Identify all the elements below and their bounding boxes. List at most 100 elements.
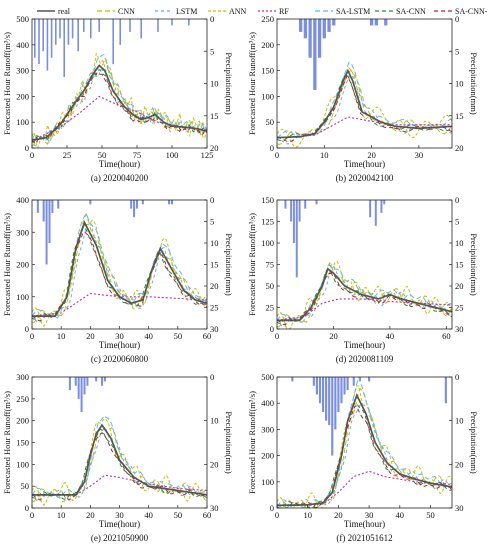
precip-bar — [129, 19, 131, 32]
precip-bar — [298, 19, 303, 32]
precip-bar — [291, 377, 294, 382]
series-real — [277, 267, 452, 322]
y2-tick-label: 25 — [455, 303, 464, 313]
y-tick-label: 100 — [16, 459, 29, 469]
precip-bar — [50, 19, 53, 58]
precip-bar — [315, 377, 318, 395]
precip-bar — [63, 19, 65, 78]
x-tick-label: 25 — [63, 150, 72, 160]
x-axis-label: Time(hour) — [344, 340, 385, 350]
precip-bar — [380, 200, 383, 213]
x-tick-label: 50 — [426, 510, 435, 520]
y2-tick-label: 10 — [455, 238, 464, 248]
y2-tick-label: 5 — [455, 46, 459, 56]
y2-tick-label: 15 — [210, 260, 219, 270]
precip-bar — [303, 19, 308, 39]
series-ann — [32, 418, 207, 506]
precip-bar — [308, 19, 312, 58]
series-sacnn — [277, 268, 452, 324]
series-salstm — [32, 415, 207, 499]
x-tick-label: 0 — [275, 150, 279, 160]
precip-bar — [334, 377, 337, 430]
y-tick-label: 200 — [16, 416, 29, 426]
precip-bar — [343, 377, 346, 395]
series-cnn — [277, 388, 452, 508]
series-cnn — [32, 213, 207, 324]
y-tick-label: 100 — [261, 238, 274, 248]
y2-tick-label: 20 — [455, 281, 464, 291]
precip-bar — [284, 200, 287, 209]
series-cnn — [32, 57, 207, 147]
panel-caption: (e) 2021050900 — [91, 533, 149, 543]
x-tick-label: 40 — [144, 510, 153, 520]
x-tick-label: 60 — [442, 331, 451, 341]
y-axis-label: Forecasted Hour Runoff(m³/s) — [2, 32, 12, 135]
y-tick-label: 300 — [16, 372, 29, 382]
precip-bar — [95, 377, 98, 382]
panel-3: 0 20 40 60 0 25 50 75 100 125 150 0 5 10 15 20 25 30 Time(… — [247, 195, 479, 364]
precip-bar — [290, 200, 293, 222]
series-cnn — [32, 427, 207, 503]
series-lstm — [277, 402, 452, 508]
y-tick-label: 200 — [261, 40, 274, 50]
series-sacnnlstm — [277, 405, 452, 508]
y2-tick-label: 20 — [455, 459, 464, 469]
x-tick-label: 30 — [115, 331, 124, 341]
legend-label-6: SA-CNN — [396, 7, 426, 16]
series-rf — [277, 470, 452, 506]
y2-tick-label: 20 — [455, 143, 464, 153]
legend: real CNN LSTM ANN RF SA-LSTM SA-CNN SA-CNN-LSTM — [37, 7, 487, 16]
precip-bar — [119, 19, 121, 45]
series-ann — [32, 52, 207, 148]
x-axis-label: Time(hour) — [99, 159, 140, 169]
precip-bar — [346, 377, 349, 391]
y-tick-label: 300 — [16, 227, 29, 237]
precip-bar — [374, 200, 377, 226]
x-tick-label: 20 — [329, 331, 338, 341]
x-tick-label: 20 — [367, 150, 376, 160]
precip-bar — [103, 377, 106, 382]
precip-bar — [444, 377, 447, 404]
precip-bar — [292, 200, 295, 243]
precip-bar — [332, 19, 336, 26]
x-tick-label: 20 — [86, 510, 95, 520]
x-axis-label: Time(hour) — [99, 340, 140, 350]
panel-caption: (d) 2020081109 — [336, 354, 394, 364]
series-rf — [277, 116, 452, 139]
series-ann — [277, 260, 452, 329]
precip-bar — [368, 377, 371, 382]
x-tick-label: 20 — [334, 510, 343, 520]
y-tick-label: 0 — [270, 324, 274, 334]
y2-axis-label: Precipitation(mm) — [224, 411, 234, 473]
precip-bar — [38, 19, 40, 65]
y2-tick-label: 0 — [455, 14, 459, 24]
x-tick-label: 10 — [303, 510, 312, 520]
series-real — [277, 68, 452, 139]
y-axis-label: Forecasted Hour Runoff(m³/s) — [247, 391, 257, 494]
legend-label-2: LSTM — [176, 7, 197, 16]
series-ann — [277, 385, 452, 508]
y-tick-label: 500 — [16, 14, 29, 24]
y2-tick-label: 5 — [210, 217, 214, 227]
y-tick-label: 125 — [261, 217, 274, 227]
y-tick-label: 250 — [16, 394, 29, 404]
x-tick-label: 10 — [320, 150, 329, 160]
x-axis-label: Time(hour) — [344, 519, 385, 529]
precip-bar — [68, 377, 71, 391]
precip-bar — [374, 19, 378, 26]
y-tick-label: 100 — [16, 117, 29, 127]
precip-bar — [328, 377, 331, 426]
y-tick-label: 100 — [261, 477, 274, 487]
precip-bar — [304, 200, 307, 209]
legend-label-1: CNN — [118, 7, 135, 16]
precip-bar — [112, 19, 114, 65]
precip-bar — [98, 19, 100, 32]
y-tick-label: 75 — [266, 260, 275, 270]
precip-bar — [322, 19, 326, 39]
precip-bar — [42, 200, 45, 222]
precip-bar — [55, 19, 57, 45]
precip-bar — [67, 19, 70, 45]
